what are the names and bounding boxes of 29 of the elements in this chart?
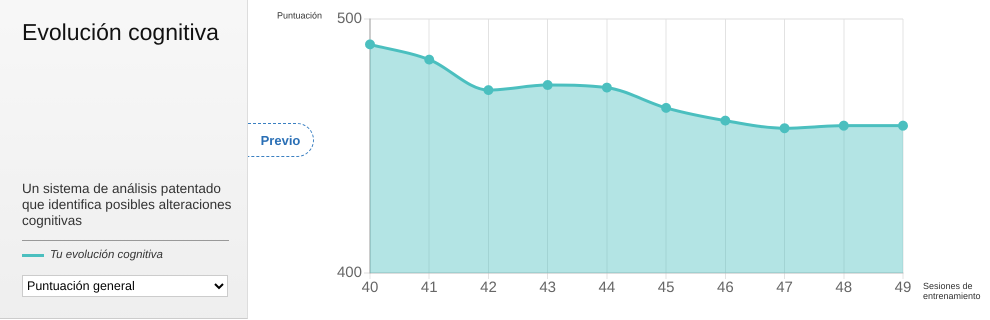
x-tick-label: 40 [362, 279, 378, 296]
y-tick-label: 400 [336, 264, 362, 282]
text: Previo [248, 123, 314, 157]
point [720, 116, 730, 126]
x-axis-title: Sesiones de entrenamiento [923, 280, 981, 301]
point [424, 54, 434, 65]
point [542, 80, 553, 90]
x-tick-label: 44 [598, 279, 616, 296]
x-tick-label: 43 [539, 279, 556, 296]
x-tick-label: 45 [658, 279, 674, 296]
x-tick-label: 46 [716, 279, 734, 296]
point [780, 123, 790, 134]
y-axis-title: Puntuación [276, 10, 322, 20]
x-tick-label: 41 [420, 279, 438, 296]
x-tick-label: 49 [894, 279, 912, 296]
text: Un sistema de análisis patentado que identifica posibles alteraciones cognitivas [22, 181, 232, 229]
text: Evolución cognitiva [22, 19, 220, 45]
text: Puntuación general [22, 275, 228, 297]
y-tick-label: 500 [336, 10, 362, 28]
point [661, 102, 672, 113]
x-tick-label: 48 [835, 279, 852, 296]
point [483, 85, 494, 96]
point [898, 120, 908, 131]
point [838, 120, 849, 131]
x-tick-label: 42 [480, 279, 497, 296]
legend-label: Tu evolución cognitiva [50, 249, 163, 261]
point [602, 82, 612, 93]
point [365, 39, 375, 50]
x-tick-label: 47 [776, 279, 793, 296]
